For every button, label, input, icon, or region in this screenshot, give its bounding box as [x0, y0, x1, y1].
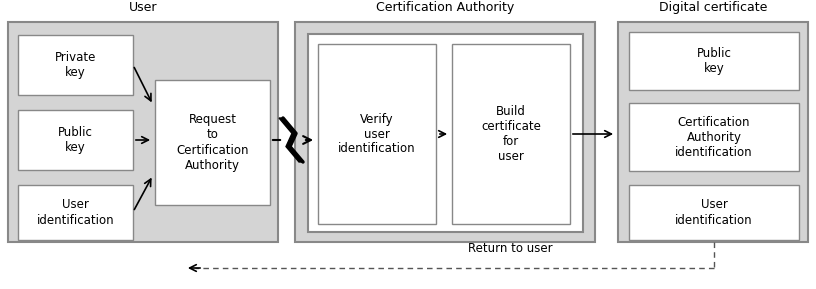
- Text: Request
to
Certification
Authority: Request to Certification Authority: [176, 114, 249, 171]
- Bar: [629, 103, 799, 171]
- Bar: [629, 185, 799, 240]
- Bar: [295, 22, 595, 242]
- Bar: [155, 80, 270, 205]
- Text: Certification Authority: Certification Authority: [376, 1, 514, 14]
- Bar: [318, 44, 436, 224]
- Text: User
identification: User identification: [37, 199, 114, 227]
- Polygon shape: [279, 118, 303, 162]
- Bar: [452, 44, 570, 224]
- Text: Public
key: Public key: [697, 47, 731, 75]
- Text: Build
certificate
for
user: Build certificate for user: [481, 105, 541, 163]
- Text: User: User: [129, 1, 157, 14]
- Bar: [18, 110, 133, 170]
- Text: Public
key: Public key: [58, 126, 93, 154]
- Text: Verify
user
identification: Verify user identification: [338, 112, 416, 155]
- Bar: [618, 22, 808, 242]
- Text: Certification
Authority
identification: Certification Authority identification: [675, 116, 753, 158]
- Text: User
identification: User identification: [675, 199, 753, 227]
- Bar: [8, 22, 278, 242]
- Text: Return to user: Return to user: [468, 242, 552, 255]
- Text: Digital certificate: Digital certificate: [659, 1, 767, 14]
- Bar: [18, 35, 133, 95]
- Bar: [629, 32, 799, 90]
- Text: Private
key: Private key: [55, 51, 96, 79]
- Bar: [308, 34, 583, 232]
- Bar: [18, 185, 133, 240]
